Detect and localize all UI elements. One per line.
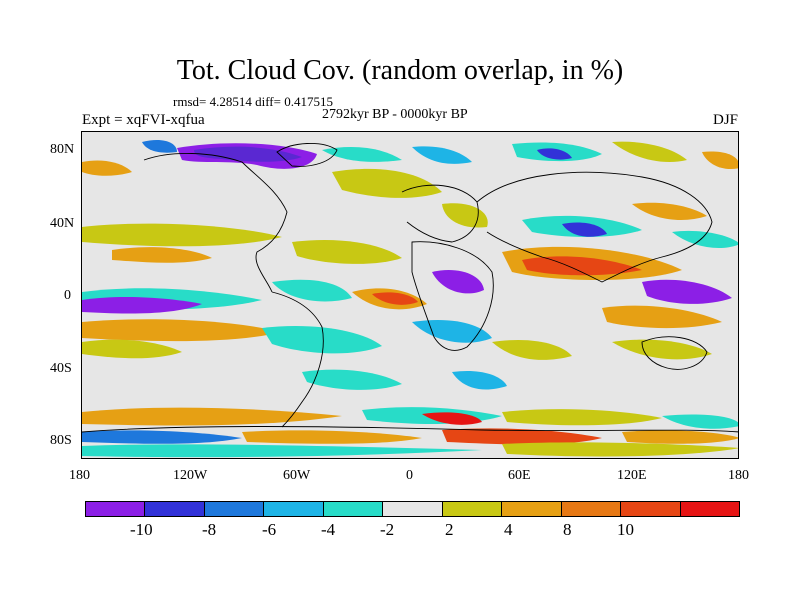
lat-label-40n: 40N [50, 216, 75, 231]
colorbar-label: 4 [504, 520, 513, 539]
colorbar-swatch [264, 502, 324, 516]
colorbar-label: 10 [617, 520, 634, 539]
experiment-label: Expt = xqFVI-xqfua [82, 112, 205, 128]
colorbar-swatch [502, 502, 562, 516]
colorbar-swatch [621, 502, 681, 516]
lat-label-40s: 40S [50, 361, 72, 376]
lon-label-120w: 120W [173, 468, 208, 483]
lat-label-80n: 80N [50, 142, 75, 157]
colorbar-swatch [323, 502, 384, 516]
colorbar-swatch [442, 502, 503, 516]
map-title: Tot. Cloud Cov. (random overlap, in %) [176, 55, 624, 86]
lon-label-120e: 120E [617, 468, 647, 483]
colorbar-label: -6 [262, 520, 277, 539]
colorbar-swatch [86, 502, 146, 516]
colorbar [85, 501, 740, 517]
contour-map [82, 132, 738, 458]
lon-label-180e: 180 [728, 468, 749, 483]
colorbar-label: -2 [380, 520, 395, 539]
colorbar-swatch [383, 502, 443, 516]
colorbar-swatch [204, 502, 265, 516]
lon-label-0: 0 [406, 468, 413, 483]
lon-label-60w: 60W [283, 468, 311, 483]
colorbar-label: -4 [321, 520, 336, 539]
colorbar-swatch [145, 502, 205, 516]
colorbar-label: -8 [202, 520, 217, 539]
season-label: DJF [712, 112, 738, 128]
stats-text: rmsd= 4.28514 diff= 0.417515 [173, 94, 333, 109]
colorbar-swatch [680, 502, 739, 516]
colorbar-swatch [561, 502, 622, 516]
lat-label-80s: 80S [50, 433, 72, 448]
map-panel [81, 131, 739, 459]
lon-label-60e: 60E [508, 468, 531, 483]
colorbar-label: 2 [445, 520, 454, 539]
lon-label-180w: 180 [69, 468, 90, 483]
colorbar-label: 8 [563, 520, 572, 539]
period-text: 2792kyr BP - 0000kyr BP [322, 107, 468, 122]
colorbar-label: -10 [130, 520, 153, 539]
lat-label-0: 0 [64, 288, 71, 303]
